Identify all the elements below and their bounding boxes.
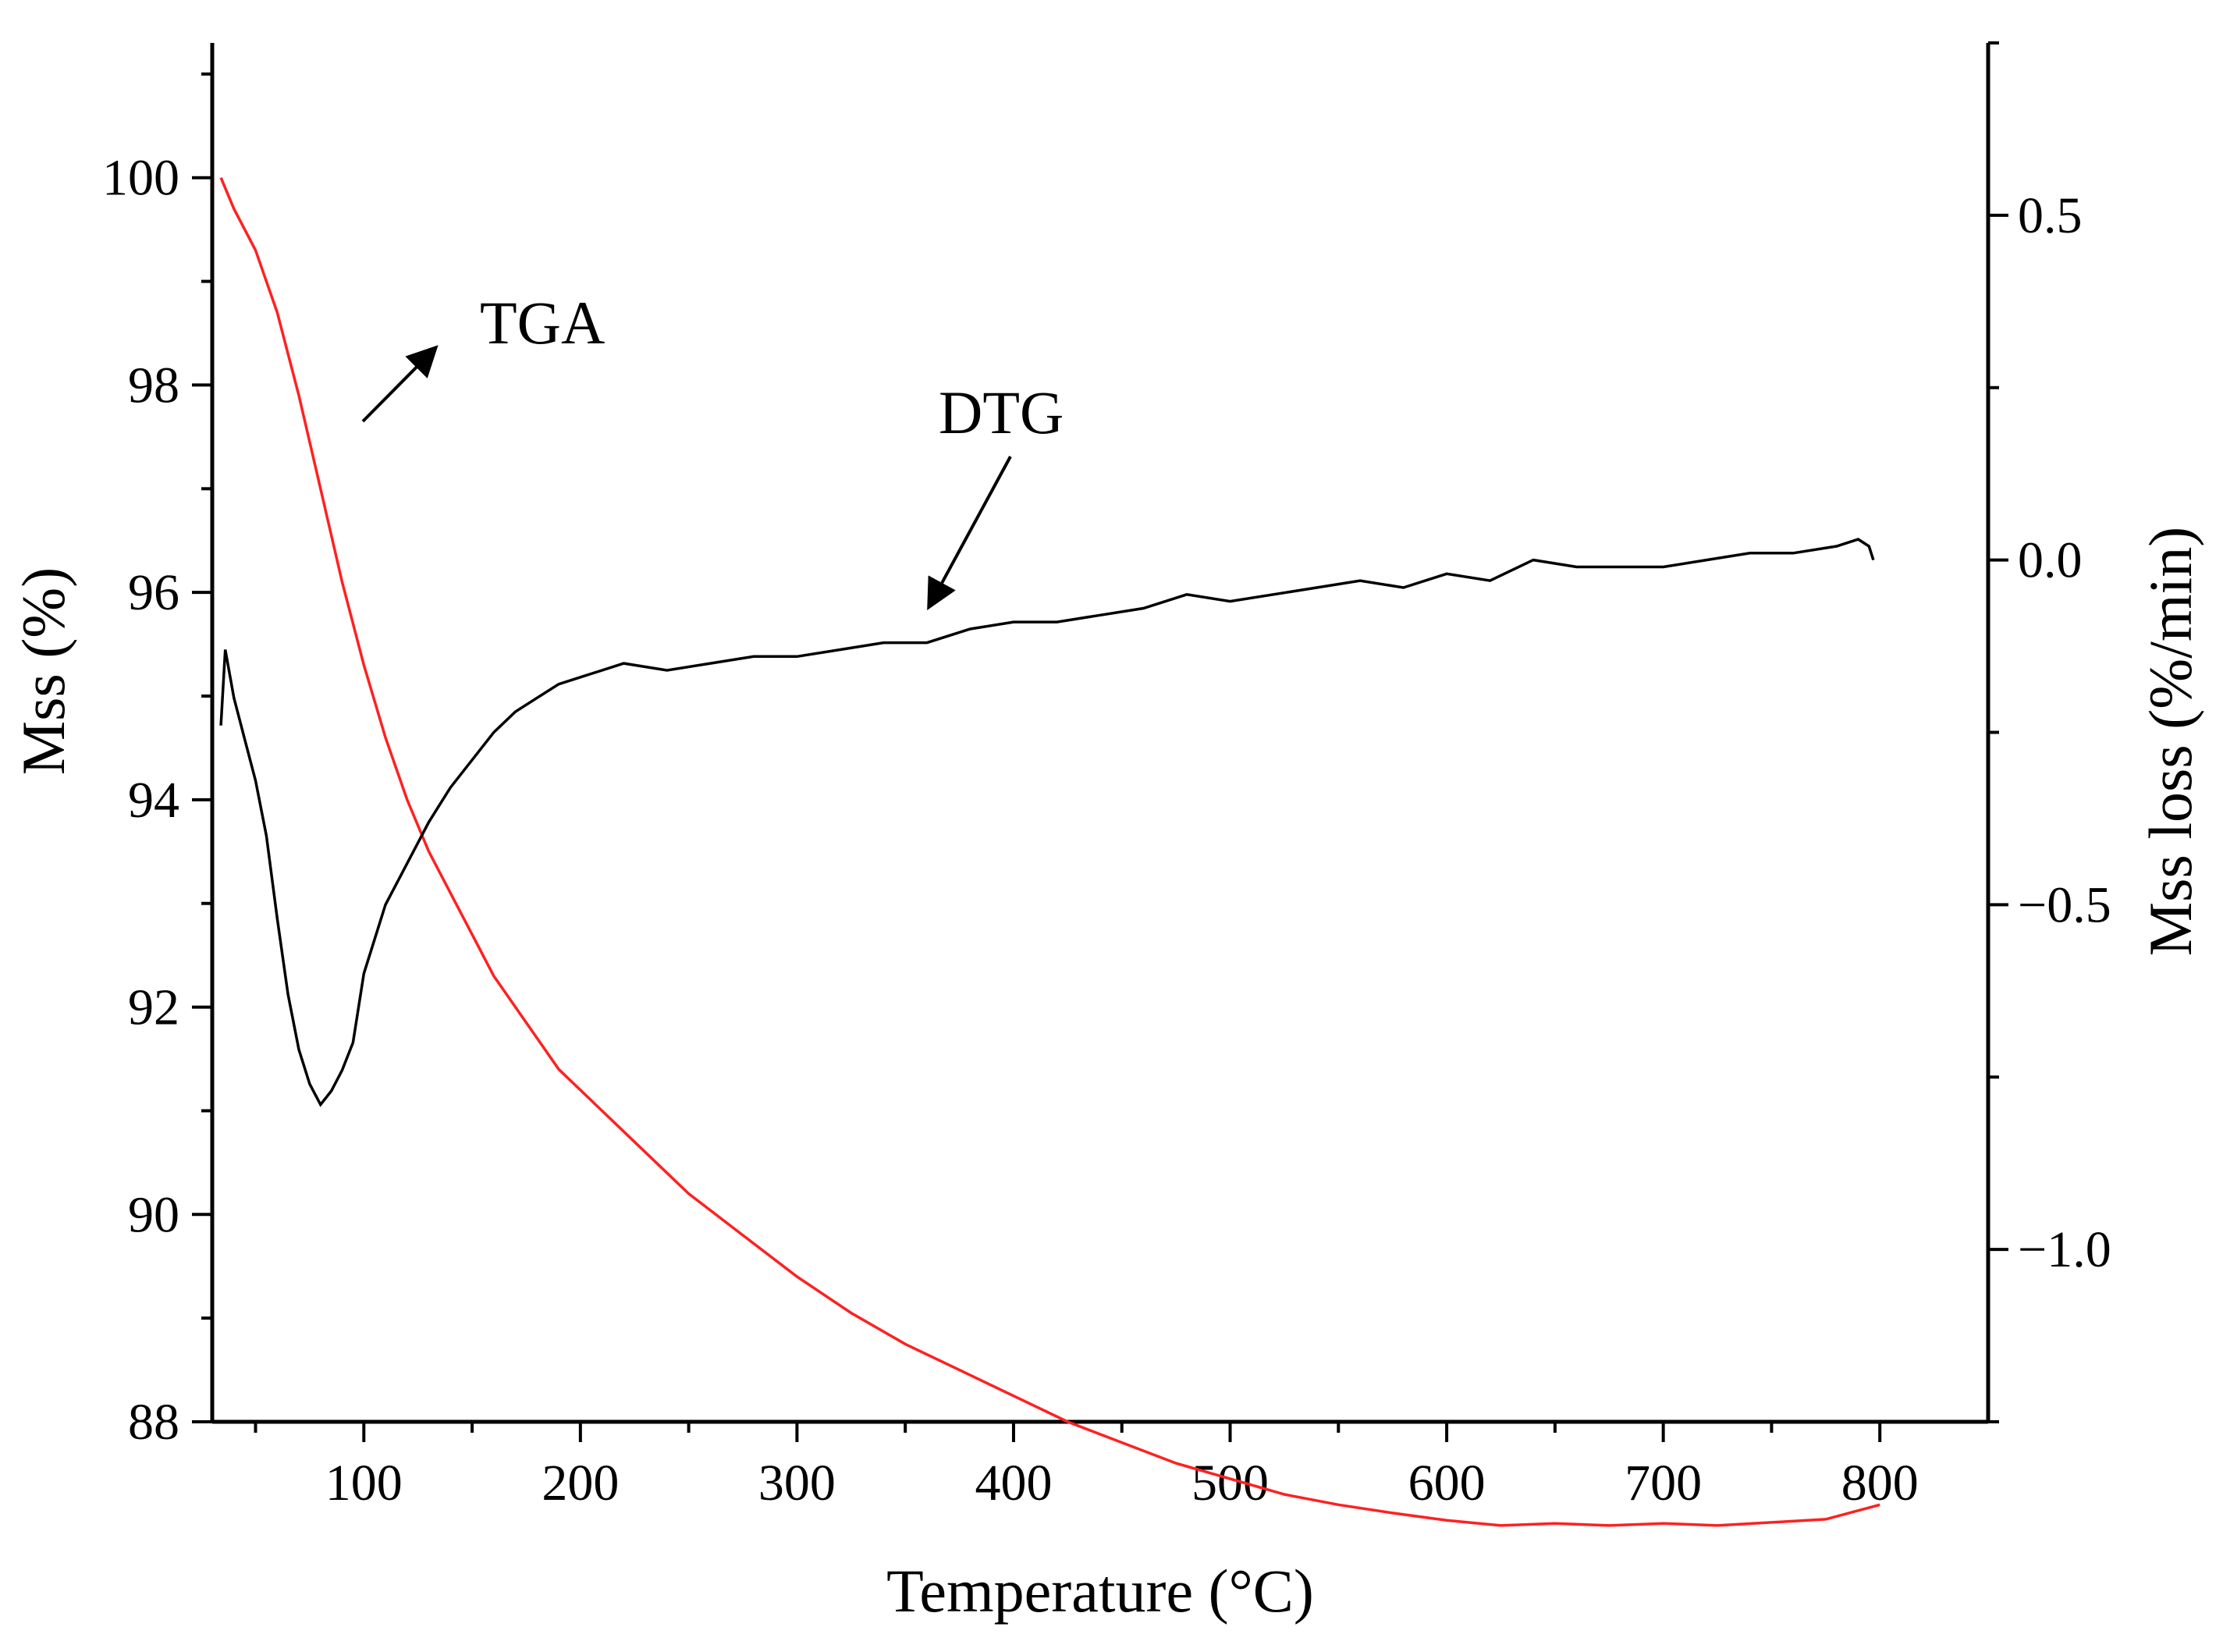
tga-annotation-label: TGA — [480, 289, 605, 357]
tga-annotation-arrow — [361, 345, 439, 423]
y-left-tick-label: 100 — [102, 150, 179, 207]
y-right-tick-label: −1.0 — [2018, 1221, 2111, 1278]
x-axis-title: Temperature (°C) — [886, 1557, 1314, 1625]
x-tick-label: 700 — [1625, 1455, 1702, 1512]
y-right-tick-label: 0.0 — [2018, 532, 2083, 589]
dtg-annotation-label: DTG — [939, 378, 1064, 446]
x-tick-label: 600 — [1408, 1455, 1486, 1512]
x-tick-label: 500 — [1191, 1455, 1269, 1512]
x-tick-label: 200 — [542, 1455, 619, 1512]
y-left-tick-label: 90 — [128, 1186, 179, 1243]
x-tick-label: 100 — [325, 1455, 403, 1512]
y-left-tick-label: 92 — [128, 979, 179, 1036]
y-axis-left-ticks: 88 90 92 94 96 98 100 — [102, 72, 212, 1451]
y-axis-right-ticks: −1.0 −0.5 0.0 0.5 — [1988, 41, 2111, 1423]
y-left-tick-label: 88 — [128, 1394, 179, 1451]
dtg-annotation-arrow — [927, 456, 1012, 611]
tga-series-line — [219, 177, 1880, 1527]
x-tick-label: 800 — [1841, 1455, 1919, 1512]
y-right-tick-label: −0.5 — [2018, 876, 2111, 933]
y-axis-left-title: Mss (%) — [9, 567, 77, 776]
y-left-tick-label: 96 — [128, 564, 179, 621]
x-tick-label: 400 — [975, 1455, 1052, 1512]
y-right-tick-label: 0.5 — [2018, 187, 2083, 244]
x-axis-ticks: 100 200 300 400 500 600 700 800 — [254, 1422, 1919, 1512]
y-axis-right-title: Mss loss (%/min) — [2136, 527, 2204, 956]
dtg-series-line — [219, 538, 1875, 1107]
y-left-tick-label: 94 — [128, 772, 179, 829]
y-left-tick-label: 98 — [128, 357, 179, 414]
x-tick-label: 300 — [758, 1455, 836, 1512]
